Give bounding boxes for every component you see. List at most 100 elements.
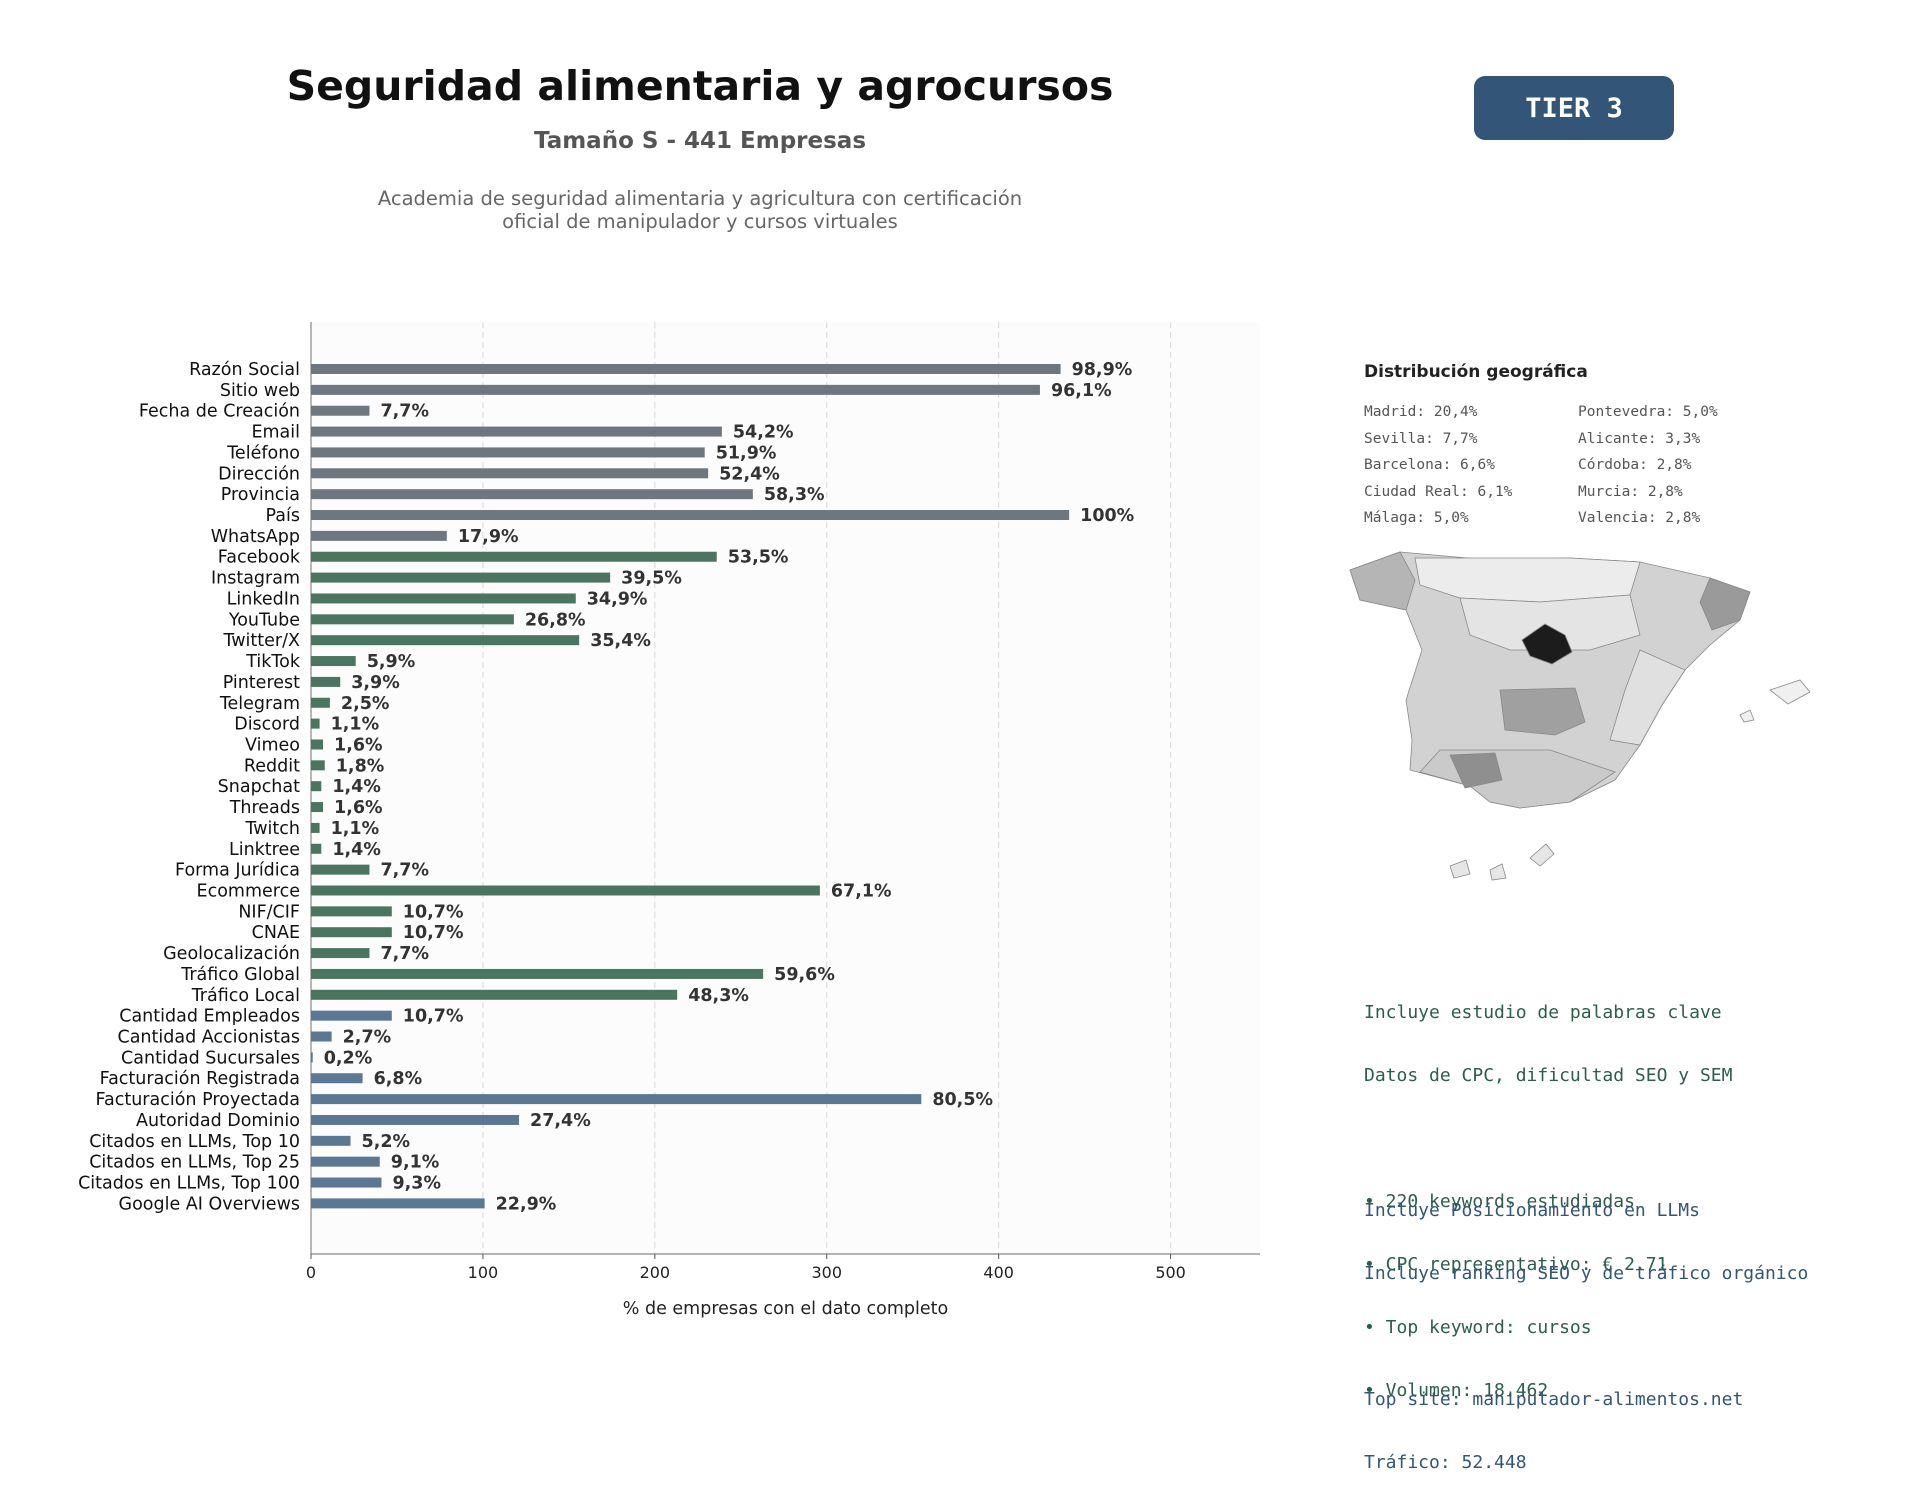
map-canary-2 (1489, 863, 1507, 881)
geo-entry: Ciudad Real: 6,1% (1364, 483, 1513, 500)
data-label: 0,2% (324, 1048, 373, 1068)
map-canary-3 (1529, 843, 1555, 867)
bar (311, 739, 324, 750)
category-label: Citados en LLMs, Top 25 (89, 1153, 300, 1173)
data-label: 35,4% (590, 631, 651, 651)
bar (311, 843, 322, 854)
category-label: LinkedIn (227, 589, 300, 609)
bar (311, 676, 341, 687)
data-label: 5,9% (367, 652, 416, 672)
category-label: Discord (234, 715, 300, 735)
data-label: 98,9% (1072, 360, 1133, 380)
bar (311, 635, 580, 646)
data-label: 9,3% (392, 1174, 441, 1194)
map-castilla (1459, 594, 1641, 651)
llm-block: Incluye Posicionamiento en LLMs Incluye … (1364, 1158, 1808, 1494)
data-label: 51,9% (716, 443, 777, 463)
bar (311, 1094, 922, 1105)
bar (311, 530, 447, 541)
bar (311, 572, 611, 583)
bar (311, 989, 678, 1000)
category-label: Cantidad Accionistas (117, 1028, 300, 1048)
bar (311, 614, 514, 625)
data-label: 1,6% (334, 735, 383, 755)
geo-list-left: Madrid: 20,4% Sevilla: 7,7% Barcelona: 6… (1364, 399, 1512, 532)
keywords-bullet: • 220 keywords estudiadas (1364, 1191, 1635, 1212)
keywords-block: Incluye estudio de palabras clave Datos … (1364, 960, 1732, 1422)
geo-entry: Valencia: 2,8% (1578, 510, 1701, 526)
category-label: Instagram (211, 569, 300, 589)
bar (311, 426, 722, 437)
spain-province-map (1349, 551, 1811, 881)
x-tick-label: 400 (983, 1263, 1014, 1282)
x-tick-label: 0 (306, 1263, 316, 1282)
map-galicia (1349, 551, 1416, 611)
data-label: 1,4% (332, 777, 381, 797)
data-label: 9,1% (391, 1153, 440, 1173)
data-label: 1,8% (336, 756, 385, 776)
llm-traffic: Tráfico: 52.448 (1364, 1452, 1527, 1473)
keywords-line-1: Incluye estudio de palabras clave (1364, 1002, 1722, 1023)
data-label: 58,3% (764, 485, 825, 505)
bar (311, 948, 370, 959)
bar (311, 1198, 485, 1209)
bar (311, 405, 370, 416)
data-label: 48,3% (688, 986, 749, 1006)
map-balearic-2 (1739, 709, 1755, 723)
category-label: Facturación Proyectada (96, 1090, 300, 1110)
geo-entry: Murcia: 2,8% (1578, 483, 1683, 500)
x-tick-label: 500 (1155, 1263, 1186, 1282)
category-label: Email (251, 423, 300, 443)
category-label: Fecha de Creación (139, 402, 300, 422)
category-label: Threads (229, 798, 300, 818)
keywords-bullet: • Top keyword: cursos (1364, 1317, 1592, 1338)
bar (311, 968, 764, 979)
bar (311, 1114, 520, 1125)
data-label: 1,4% (332, 840, 381, 860)
data-label: 5,2% (362, 1132, 411, 1152)
bar (311, 447, 705, 458)
page-description: Academia de seguridad alimentaria y agri… (377, 187, 1023, 233)
category-label: Provincia (221, 485, 300, 505)
x-axis-label: % de empresas con el dato completo (623, 1299, 948, 1319)
data-label: 53,5% (728, 548, 789, 568)
geo-entry: Málaga: 5,0% (1364, 510, 1469, 526)
category-label: Facebook (218, 548, 301, 568)
category-label: Tráfico Global (180, 965, 300, 985)
category-label: CNAE (252, 923, 300, 943)
geo-entry: Alicante: 3,3% (1578, 430, 1701, 447)
bar (311, 1177, 382, 1188)
data-label: 1,1% (331, 819, 380, 839)
data-label: 100% (1080, 506, 1134, 526)
category-label: Twitter/X (222, 631, 300, 651)
data-label: 1,1% (331, 715, 380, 735)
geo-entry: Sevilla: 7,7% (1364, 430, 1478, 447)
data-label: 3,9% (351, 673, 400, 693)
data-label: 7,7% (380, 402, 429, 422)
page-subtitle: Tamaño S - 441 Empresas (533, 128, 867, 154)
geo-entry: Madrid: 20,4% (1364, 404, 1478, 420)
bar (311, 1073, 363, 1084)
completeness-bar-chart: 0 100 200 300 400 500 % de empresas con el dat… (78, 322, 1260, 1319)
bar (311, 864, 370, 875)
map-levante (1609, 649, 1686, 746)
map-canary-1 (1449, 859, 1471, 879)
category-label: Cantidad Sucursales (121, 1048, 300, 1068)
map-ciudad-real (1499, 687, 1586, 736)
category-label: Citados en LLMs, Top 100 (78, 1174, 300, 1194)
bar (311, 489, 753, 500)
data-label: 22,9% (496, 1194, 557, 1214)
category-label: Vimeo (245, 735, 300, 755)
geo-entry: Pontevedra: 5,0% (1578, 404, 1718, 420)
data-label: 80,5% (932, 1090, 993, 1110)
data-label: 39,5% (621, 569, 682, 589)
geo-entry: Barcelona: 6,6% (1364, 457, 1495, 473)
bar (311, 697, 330, 708)
bar (311, 760, 325, 771)
data-label: 67,1% (831, 882, 892, 902)
bar (311, 1010, 392, 1021)
category-label: Dirección (218, 464, 300, 484)
data-label: 34,9% (587, 589, 648, 609)
category-label: Snapchat (218, 777, 300, 797)
x-tick-label: 200 (640, 1263, 671, 1282)
